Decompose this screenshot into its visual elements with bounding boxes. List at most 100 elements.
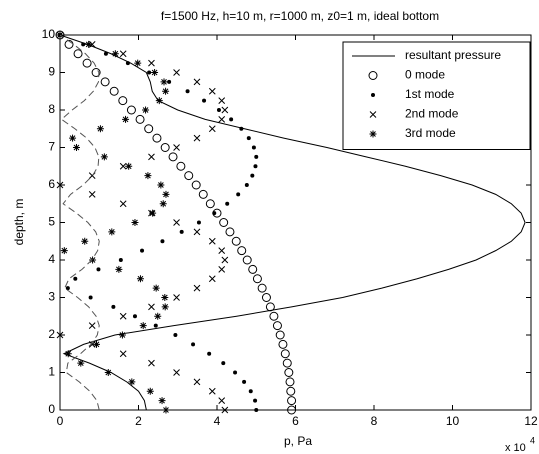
data-point (146, 387, 154, 395)
y-tick-label: 2 (48, 327, 55, 341)
data-point (144, 172, 152, 180)
data-point (125, 162, 133, 170)
data-point (218, 266, 226, 273)
data-point (73, 276, 78, 281)
data-point (191, 180, 201, 190)
data-point (111, 304, 116, 309)
data-point (142, 106, 150, 114)
x-tick-label: 10 (446, 414, 460, 428)
data-point (64, 39, 74, 49)
data-point (56, 181, 64, 189)
data-point (148, 153, 155, 161)
data-point (173, 144, 180, 151)
data-point (109, 86, 119, 96)
x-tick-label: 2 (135, 414, 142, 428)
data-point (239, 126, 244, 131)
data-point (218, 97, 226, 104)
data-point (103, 51, 108, 56)
data-point (218, 397, 226, 404)
data-point (216, 108, 221, 112)
data-point (161, 294, 169, 301)
data-point (135, 114, 145, 124)
data-point (225, 227, 235, 237)
data-point (236, 192, 241, 197)
data-point (257, 283, 267, 293)
data-point (100, 77, 110, 87)
data-point (221, 361, 226, 366)
data-point (196, 220, 201, 225)
data-point (221, 106, 229, 114)
data-point (157, 181, 165, 189)
data-point (193, 134, 201, 142)
data-point (72, 144, 80, 151)
data-point (287, 405, 297, 415)
x-tick-label: 12 (524, 414, 538, 428)
data-point (173, 69, 180, 76)
data-point (254, 154, 259, 159)
data-point (229, 117, 234, 122)
data-point (221, 406, 229, 414)
data-point (100, 153, 108, 161)
legend-marker (371, 93, 375, 97)
data-point (248, 389, 253, 394)
data-point (285, 377, 295, 387)
data-point (148, 59, 155, 67)
legend-label: 0 mode (405, 68, 445, 82)
data-point (212, 211, 217, 216)
data-point (221, 256, 229, 264)
legend-label: 1st mode (405, 87, 455, 101)
data-point (149, 209, 157, 217)
data-point (93, 340, 101, 348)
data-point (118, 331, 126, 339)
y-tick-label: 10 (42, 27, 56, 41)
data-point (162, 87, 170, 95)
data-point (55, 30, 65, 40)
data-point (253, 398, 258, 403)
data-point (69, 134, 77, 142)
data-point (173, 294, 180, 301)
data-point (136, 275, 144, 283)
data-point (160, 239, 165, 244)
data-point (252, 274, 262, 284)
data-point (88, 322, 96, 329)
data-point (119, 312, 127, 320)
y-tick-label: 8 (48, 102, 55, 116)
legend-marker (369, 130, 377, 138)
data-point (251, 145, 256, 150)
data-point (151, 69, 159, 76)
legend-marker (368, 71, 378, 80)
data-point (77, 359, 85, 367)
y-tick-label: 3 (48, 290, 55, 304)
x-tick-label: 0 (57, 414, 64, 428)
data-point (193, 284, 201, 292)
data-point (193, 378, 201, 386)
data-point (104, 369, 112, 376)
data-point (152, 133, 162, 143)
data-point (119, 162, 127, 170)
y-tick-label: 1 (48, 365, 55, 379)
data-point (193, 78, 201, 86)
data-point (198, 189, 208, 199)
data-point (202, 98, 207, 103)
data-point (253, 164, 258, 169)
data-point (139, 322, 147, 330)
data-point (125, 61, 130, 66)
data-point (81, 42, 86, 47)
data-point (88, 295, 93, 300)
data-point (159, 200, 167, 208)
data-point (148, 303, 155, 311)
data-point (160, 78, 168, 86)
data-point (88, 191, 96, 198)
x-tick-label: 4 (214, 414, 221, 428)
data-point (173, 369, 180, 376)
data-point (162, 406, 170, 414)
legend-label: 2nd mode (405, 107, 459, 121)
data-point (208, 237, 216, 245)
x-tick-label: 6 (292, 414, 299, 428)
data-point (119, 200, 127, 208)
data-point (161, 303, 169, 311)
data-point (207, 351, 212, 356)
data-point (115, 265, 123, 273)
